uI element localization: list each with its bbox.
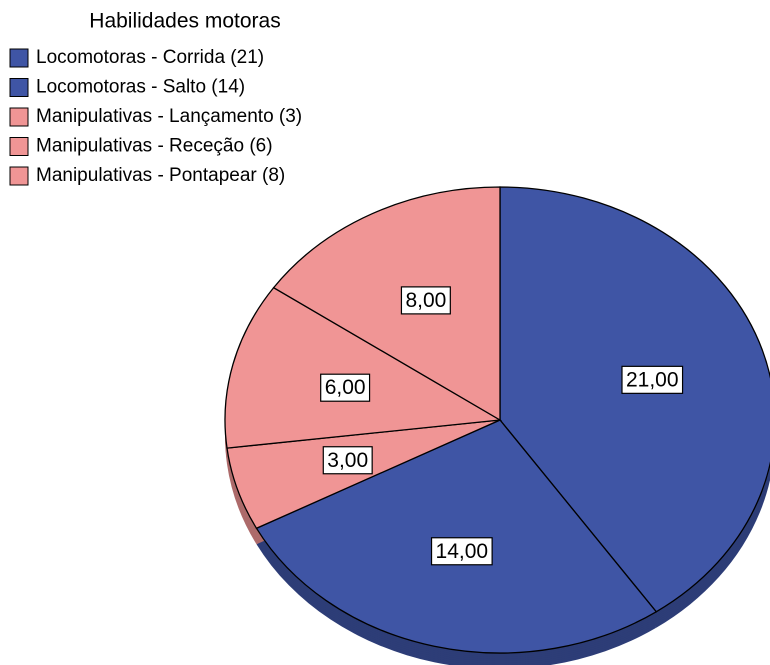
legend-label: Manipulativas - Pontapear (8) — [36, 165, 285, 186]
value-label-box — [621, 365, 684, 394]
slice — [255, 419, 658, 654]
legend-label: Locomotoras - Corrida (21) — [36, 47, 264, 68]
slice — [499, 186, 770, 613]
legend-label: Manipulativas - Lançamento (3) — [36, 106, 302, 127]
legend-swatch — [9, 78, 29, 97]
legend-label: Manipulativas - Receção (6) — [36, 136, 273, 157]
legend-swatch — [9, 166, 29, 186]
value-label-group: 21,00 — [621, 365, 684, 394]
value-label-group: 14,00 — [430, 537, 493, 566]
legend-label: Locomotoras - Salto (14) — [36, 77, 245, 98]
value-label-group: 3,00 — [322, 446, 373, 475]
value-label-group: 6,00 — [320, 373, 371, 402]
legend-title: Habilidades motoras — [89, 10, 280, 33]
value-label: 21,00 — [626, 368, 679, 391]
value-label-box — [322, 446, 373, 475]
value-label-box — [320, 373, 371, 402]
value-label: 6,00 — [325, 376, 366, 399]
legend-swatch — [9, 107, 29, 127]
legend-swatch — [9, 48, 29, 68]
slice — [272, 186, 501, 422]
legend-swatch — [9, 137, 29, 156]
slice — [224, 286, 503, 449]
value-label: 8,00 — [405, 289, 446, 312]
value-label: 3,00 — [327, 449, 368, 472]
value-label: 14,00 — [436, 540, 489, 563]
value-label-box — [400, 286, 451, 315]
value-label-box — [430, 537, 493, 566]
value-label-group: 8,00 — [400, 286, 451, 315]
